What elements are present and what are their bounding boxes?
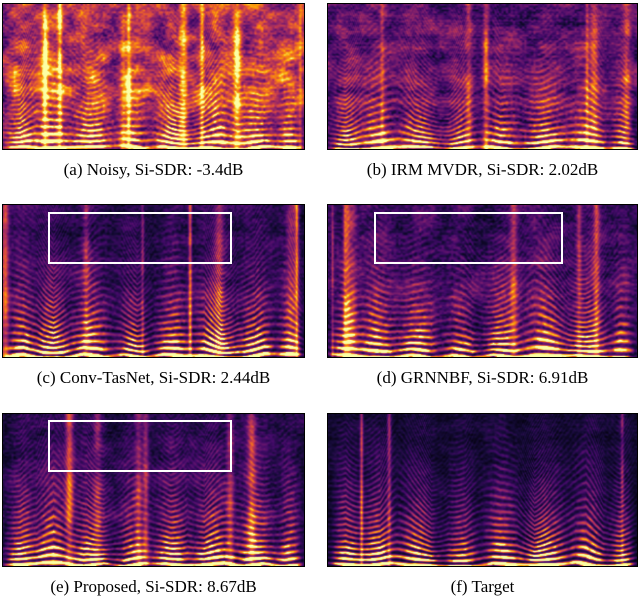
spectrogram-canvas (328, 205, 637, 358)
panel-irm-mvdr: (b) IRM MVDR, Si-SDR: 2.02dB (327, 3, 638, 204)
highlight-box (48, 420, 232, 472)
spectrogram-canvas (3, 4, 304, 149)
spectrogram-canvas (328, 4, 637, 149)
caption-grnnbf: (d) GRNNBF, Si-SDR: 6.91dB (376, 368, 589, 388)
caption-proposed: (e) Proposed, Si-SDR: 8.67dB (50, 576, 257, 596)
panel-grnnbf: (d) GRNNBF, Si-SDR: 6.91dB (327, 204, 638, 412)
spectrogram-conv-tasnet (2, 204, 305, 359)
panel-target: (f) Target (327, 412, 638, 605)
spectrogram-noisy (2, 3, 305, 150)
spectrogram-canvas (3, 205, 304, 358)
caption-irm-mvdr: (b) IRM MVDR, Si-SDR: 2.02dB (366, 160, 599, 179)
panel-noisy: (a) Noisy, Si-SDR: -3.4dB (2, 3, 305, 204)
spectrogram-irm-mvdr (327, 3, 638, 150)
spectrogram-proposed (2, 412, 305, 567)
caption-target: (f) Target (450, 576, 515, 596)
spectrogram-canvas (3, 413, 304, 566)
spectrogram-grnnbf (327, 204, 638, 359)
panel-conv-tasnet: (c) Conv-TasNet, Si-SDR: 2.44dB (2, 204, 305, 412)
highlight-box (48, 212, 232, 264)
spectrogram-canvas (328, 413, 637, 566)
panel-proposed: (e) Proposed, Si-SDR: 8.67dB (2, 412, 305, 605)
spectrogram-target (327, 412, 638, 567)
highlight-box (374, 212, 563, 264)
caption-conv-tasnet: (c) Conv-TasNet, Si-SDR: 2.44dB (36, 368, 271, 388)
caption-noisy: (a) Noisy, Si-SDR: -3.4dB (63, 160, 244, 179)
